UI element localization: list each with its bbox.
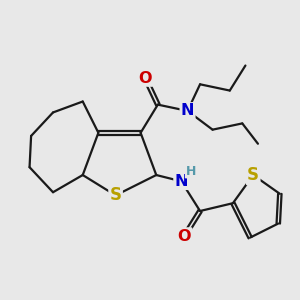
Text: S: S (110, 186, 122, 204)
Text: N: N (181, 103, 194, 118)
Text: O: O (139, 70, 152, 86)
Text: O: O (178, 229, 191, 244)
Text: S: S (247, 166, 259, 184)
Text: H: H (185, 165, 196, 178)
Text: N: N (175, 174, 188, 189)
